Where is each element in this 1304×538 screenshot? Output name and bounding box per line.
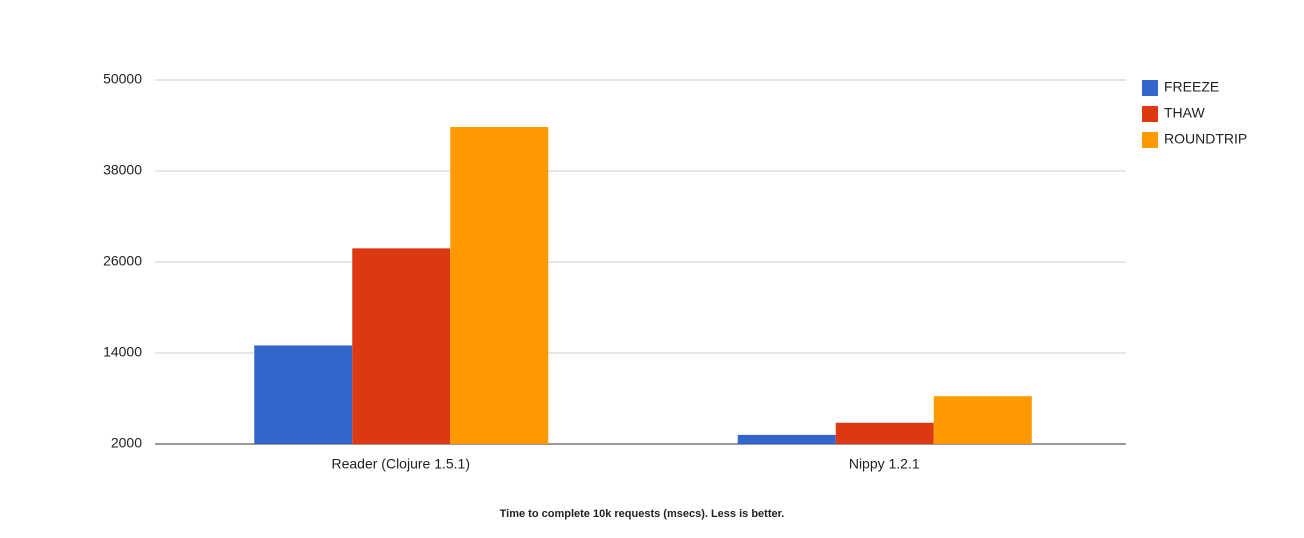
bar: [835, 422, 934, 444]
legend-swatch: [1142, 80, 1158, 96]
bar: [933, 396, 1032, 444]
bar: [737, 434, 836, 444]
legend-swatch: [1142, 132, 1158, 148]
legend-label: THAW: [1164, 105, 1205, 121]
x-tick-label: Nippy 1.2.1: [849, 456, 920, 472]
bar: [450, 127, 549, 445]
y-tick-label: 50000: [103, 71, 142, 87]
legend-swatch: [1142, 106, 1158, 122]
bar: [254, 345, 353, 444]
y-tick-label: 2000: [111, 435, 142, 451]
chart-title: Time to complete 10k requests (msecs). L…: [500, 508, 785, 520]
y-tick-label: 26000: [103, 253, 142, 269]
legend-label: FREEZE: [1164, 79, 1219, 95]
legend-label: ROUNDTRIP: [1164, 131, 1247, 147]
bar: [352, 248, 451, 444]
y-tick-label: 14000: [103, 344, 142, 360]
x-tick-label: Reader (Clojure 1.5.1): [331, 456, 470, 472]
y-tick-label: 38000: [103, 162, 142, 178]
